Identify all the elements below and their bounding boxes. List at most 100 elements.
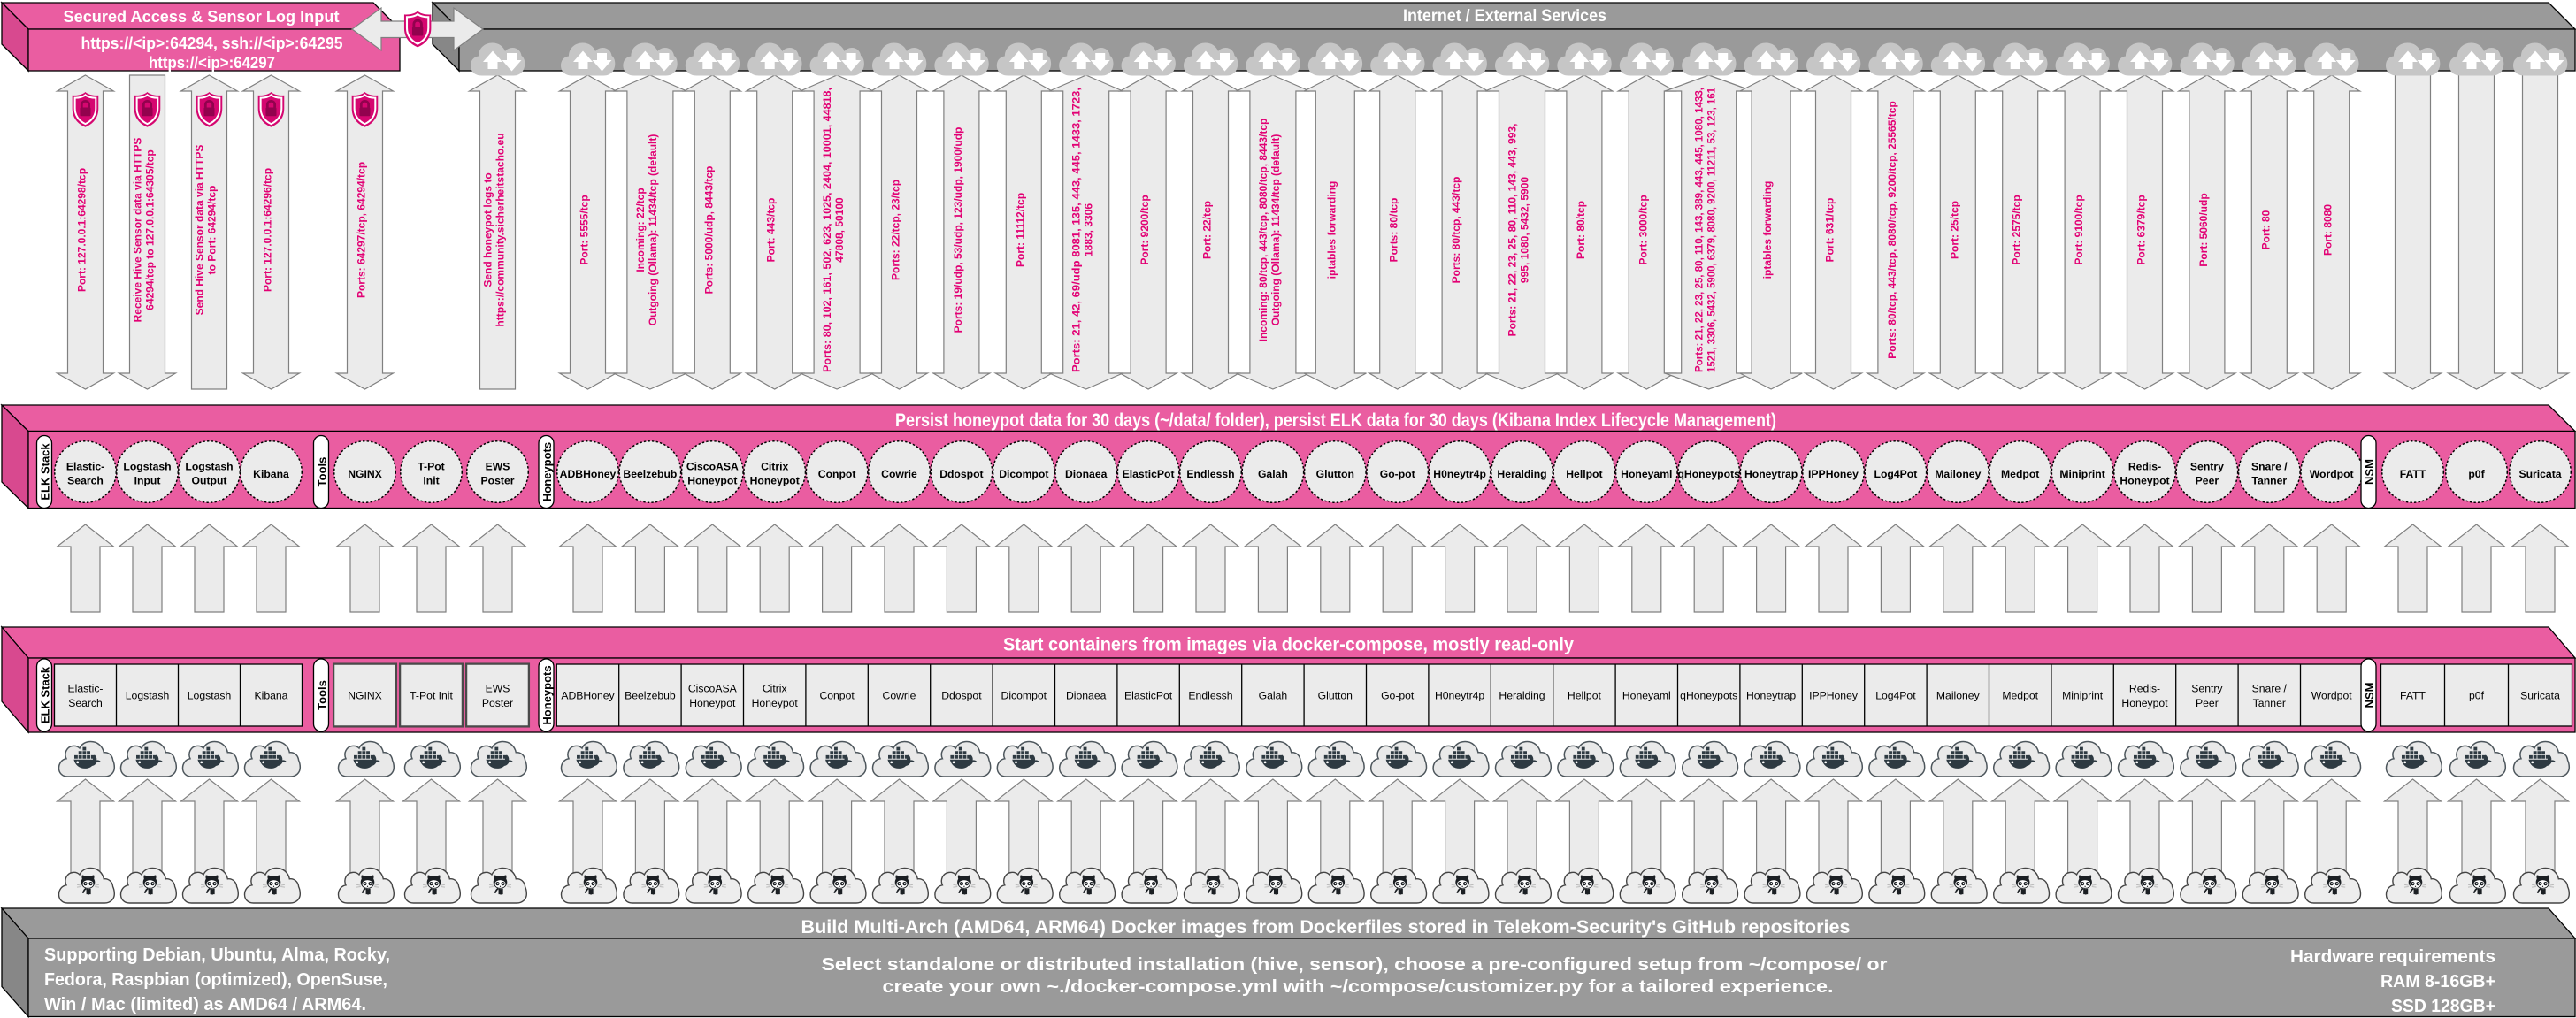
svg-text:Honeypot: Honeypot bbox=[750, 475, 800, 487]
svg-text:Port: 25/tcp: Port: 25/tcp bbox=[1948, 201, 1960, 259]
svg-text:Ports: 80/tcp, 443/tcp: Ports: 80/tcp, 443/tcp bbox=[1450, 177, 1462, 284]
svg-text:Outgoing (Ollama): 11434/tcp (: Outgoing (Ollama): 11434/tcp (default) bbox=[647, 134, 659, 326]
svg-text:Input: Input bbox=[134, 475, 161, 487]
svg-text:IPPHoney: IPPHoney bbox=[1809, 690, 1859, 702]
svg-text:ELK Stack: ELK Stack bbox=[39, 443, 52, 501]
svg-text:Poster: Poster bbox=[482, 697, 513, 709]
svg-text:Secured Access & Sensor Log In: Secured Access & Sensor Log Input bbox=[64, 7, 340, 26]
svg-text:Port: 22/tcp: Port: 22/tcp bbox=[1201, 201, 1214, 259]
svg-text:Honeypot: Honeypot bbox=[2120, 475, 2169, 487]
svg-text:Send honeypot logs to: Send honeypot logs to bbox=[482, 172, 494, 287]
svg-text:IPPHoney: IPPHoney bbox=[1808, 468, 1859, 480]
svg-text:Ports: 64297/tcp, 64294/tcp: Ports: 64297/tcp, 64294/tcp bbox=[356, 162, 368, 298]
svg-text:qHoneypots: qHoneypots bbox=[1677, 468, 1740, 480]
svg-text:ADBHoney: ADBHoney bbox=[560, 468, 617, 480]
svg-text:Suricata: Suricata bbox=[2518, 468, 2561, 480]
svg-text:Win / Mac (limited) as AMD64 /: Win / Mac (limited) as AMD64 / ARM64. bbox=[44, 995, 366, 1014]
svg-text:Ports: 21, 22, 23, 25, 80, 110: Ports: 21, 22, 23, 25, 80, 110, 143, 443… bbox=[1506, 124, 1519, 337]
svg-text:iptables forwarding: iptables forwarding bbox=[1761, 181, 1774, 279]
svg-text:Mailoney: Mailoney bbox=[1935, 468, 1981, 480]
svg-text:NSM: NSM bbox=[2363, 459, 2376, 485]
svg-text:Port: 8080: Port: 8080 bbox=[2322, 204, 2334, 256]
svg-text:https://<ip>:64297: https://<ip>:64297 bbox=[149, 54, 275, 72]
svg-text:Poster: Poster bbox=[481, 475, 515, 487]
svg-text:Port: 127.0.0.1:64296/tcp: Port: 127.0.0.1:64296/tcp bbox=[262, 168, 274, 292]
svg-text:Glutton: Glutton bbox=[1318, 690, 1353, 702]
svg-text:Sentry: Sentry bbox=[2190, 460, 2224, 472]
svg-text:T-Pot Init: T-Pot Init bbox=[410, 690, 453, 702]
svg-text:Honeyaml: Honeyaml bbox=[1622, 690, 1671, 702]
svg-text:RAM 8-16GB+: RAM 8-16GB+ bbox=[2380, 972, 2496, 991]
svg-text:Hardware requirements: Hardware requirements bbox=[2290, 947, 2496, 967]
svg-text:Conpot: Conpot bbox=[818, 468, 856, 480]
svg-text:ElasticPot: ElasticPot bbox=[1123, 468, 1175, 480]
svg-text:Heralding: Heralding bbox=[1497, 468, 1546, 480]
svg-text:Snare /: Snare / bbox=[2251, 460, 2288, 472]
svg-text:Mailoney: Mailoney bbox=[1936, 690, 1981, 702]
svg-text:Kibana: Kibana bbox=[253, 468, 289, 480]
svg-text:https://<ip>:64294, ssh://<ip>: https://<ip>:64294, ssh://<ip>:64295 bbox=[81, 34, 343, 52]
svg-text:Persist honeypot data for 30 d: Persist honeypot data for 30 days (~/dat… bbox=[895, 410, 1776, 431]
svg-text:Incoming: 22/tcp: Incoming: 22/tcp bbox=[634, 188, 647, 272]
svg-text:Port: 11112/tcp: Port: 11112/tcp bbox=[1014, 193, 1026, 267]
svg-text:Internet / External Services: Internet / External Services bbox=[1403, 7, 1606, 26]
svg-text:Port: 2575/tcp: Port: 2575/tcp bbox=[2011, 195, 2023, 264]
svg-text:Fedora, Raspbian (optimized),: Fedora, Raspbian (optimized), OpenSuse, bbox=[44, 970, 387, 990]
svg-text:EWS: EWS bbox=[486, 460, 510, 472]
svg-text:Miniprint: Miniprint bbox=[2062, 690, 2104, 702]
svg-text:Supporting Debian, Ubuntu, Alm: Supporting Debian, Ubuntu, Alma, Rocky, bbox=[44, 945, 390, 965]
svg-text:Ports: 5000/udp, 8443/tcp: Ports: 5000/udp, 8443/tcp bbox=[702, 166, 715, 295]
svg-text:Dionaea: Dionaea bbox=[1066, 690, 1107, 702]
svg-text:Ports: 21, 42, 69/udp 8081, 13: Ports: 21, 42, 69/udp 8081, 135, 443, 44… bbox=[1070, 88, 1083, 372]
svg-text:Medpot: Medpot bbox=[2001, 468, 2039, 480]
svg-text:Wordpot: Wordpot bbox=[2310, 468, 2354, 480]
svg-text:ELK Stack: ELK Stack bbox=[39, 666, 52, 723]
svg-text:995, 1080, 5432, 5900: 995, 1080, 5432, 5900 bbox=[1519, 177, 1531, 283]
svg-text:p0f: p0f bbox=[2468, 468, 2485, 480]
svg-text:Send Hive Sensor data via HTTP: Send Hive Sensor data via HTTPS bbox=[194, 145, 206, 316]
svg-text:Sentry: Sentry bbox=[2191, 682, 2223, 694]
svg-text:H0neytr4p: H0neytr4p bbox=[1435, 690, 1484, 702]
svg-text:Endlessh: Endlessh bbox=[1188, 690, 1232, 702]
svg-text:Logstash: Logstash bbox=[185, 460, 233, 472]
svg-text:Citrix: Citrix bbox=[763, 682, 787, 694]
svg-text:Ddospot: Ddospot bbox=[941, 690, 982, 702]
svg-text:Cowrie: Cowrie bbox=[883, 690, 916, 702]
svg-text:Start containers from images v: Start containers from images via docker-… bbox=[1003, 635, 1574, 655]
svg-text:Select standalone or distribut: Select standalone or distributed install… bbox=[822, 955, 1888, 975]
svg-text:Glutton: Glutton bbox=[1316, 468, 1354, 480]
svg-text:ADBHoney: ADBHoney bbox=[561, 690, 615, 702]
svg-text:Hellpot: Hellpot bbox=[1568, 690, 1602, 702]
svg-text:Medpot: Medpot bbox=[2002, 690, 2038, 702]
svg-text:SSD 128GB+: SSD 128GB+ bbox=[2391, 997, 2496, 1016]
svg-text:1883, 3306: 1883, 3306 bbox=[1083, 203, 1095, 256]
svg-text:Dicompot: Dicompot bbox=[999, 468, 1048, 480]
svg-text:Port: 443/tcp: Port: 443/tcp bbox=[765, 198, 778, 263]
svg-text:Incoming: 80/tcp, 443/tcp, 808: Incoming: 80/tcp, 443/tcp, 8080/tcp, 844… bbox=[1257, 119, 1269, 342]
svg-text:Ports: 22/tcp, 23/tcp: Ports: 22/tcp, 23/tcp bbox=[890, 180, 902, 280]
svg-text:64294/tcp to 127.0.0.1:64305/t: 64294/tcp to 127.0.0.1:64305/tcp bbox=[144, 149, 157, 310]
svg-text:Logstash: Logstash bbox=[123, 460, 171, 472]
svg-text:Cowrie: Cowrie bbox=[881, 468, 917, 480]
svg-text:Honeypot: Honeypot bbox=[689, 697, 736, 709]
svg-text:Beelzebub: Beelzebub bbox=[623, 468, 677, 480]
svg-text:Honeypot: Honeypot bbox=[2121, 697, 2168, 709]
svg-text:Port: 5555/tcp: Port: 5555/tcp bbox=[579, 195, 591, 264]
svg-text:Peer: Peer bbox=[2196, 475, 2220, 487]
svg-text:Elastic-: Elastic- bbox=[66, 460, 104, 472]
svg-text:Honeypots: Honeypots bbox=[540, 442, 554, 501]
svg-text:T-Pot: T-Pot bbox=[418, 460, 444, 472]
svg-text:Port: 9200/tcp: Port: 9200/tcp bbox=[1138, 195, 1151, 264]
svg-text:Galah: Galah bbox=[1259, 690, 1288, 702]
svg-text:Port: 127.0.0.1:64298/tcp: Port: 127.0.0.1:64298/tcp bbox=[76, 168, 88, 292]
svg-text:Honeypot: Honeypot bbox=[752, 697, 799, 709]
svg-text:FATT: FATT bbox=[2400, 468, 2426, 480]
svg-text:Peer: Peer bbox=[2196, 697, 2219, 709]
svg-text:Port: 9100/tcp: Port: 9100/tcp bbox=[2073, 195, 2085, 264]
svg-text:Port: 3000/tcp: Port: 3000/tcp bbox=[1637, 195, 1649, 264]
svg-text:ElasticPot: ElasticPot bbox=[1124, 690, 1173, 702]
svg-text:Ports: 80, 102, 161, 502, 623,: Ports: 80, 102, 161, 502, 623, 1025, 240… bbox=[821, 88, 833, 372]
svg-text:https://community.sicherheitst: https://community.sicherheitstacho.eu bbox=[494, 133, 507, 326]
svg-text:FATT: FATT bbox=[2400, 690, 2426, 702]
svg-text:Ports: 80/tcp: Ports: 80/tcp bbox=[1388, 198, 1400, 263]
